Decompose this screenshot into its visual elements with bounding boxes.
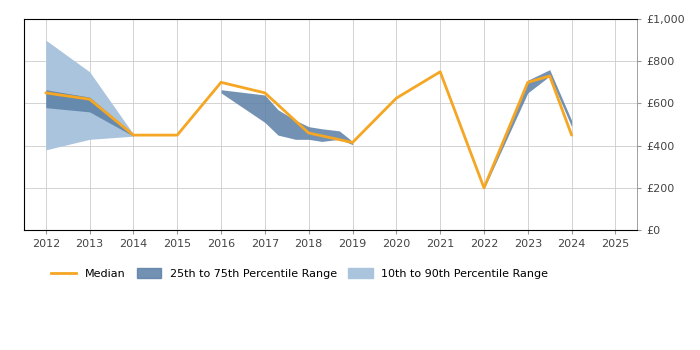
Legend: Median, 25th to 75th Percentile Range, 10th to 90th Percentile Range: Median, 25th to 75th Percentile Range, 1… <box>47 264 553 284</box>
